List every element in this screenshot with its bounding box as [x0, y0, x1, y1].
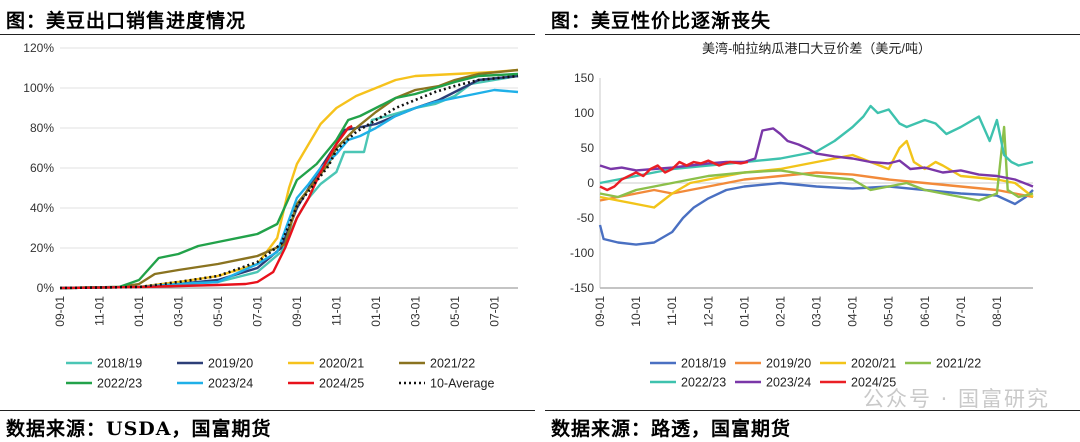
left-series-line-2024-25	[59, 124, 353, 290]
left-series-line-2023-24	[59, 88, 519, 290]
right-title-rule	[545, 34, 1080, 35]
right-x-tick-label: 07-01	[954, 296, 968, 327]
left-x-tick-label: 09-01	[53, 296, 67, 327]
right-y-tick-label: -50	[577, 211, 595, 225]
left-x-tick-label: 03-01	[408, 296, 422, 327]
right-legend-label: 2020/21	[851, 357, 896, 371]
right-y-tick-label: -100	[570, 246, 594, 260]
left-y-tick-label: 100%	[23, 81, 54, 95]
right-source-note: 数据来源：路透，国富期货	[551, 418, 792, 440]
left-legend-label: 2024/25	[319, 377, 364, 391]
right-legend-label: 2021/22	[936, 357, 981, 371]
left-y-tick-label: 120%	[23, 41, 54, 55]
left-legend-label: 2021/22	[430, 357, 475, 371]
left-legend-label: 2019/20	[208, 357, 253, 371]
right-y-tick-label: 150	[574, 71, 594, 85]
left-series-line-2018-19	[59, 74, 519, 290]
left-x-tick-label: 05-01	[448, 296, 462, 327]
left-series-line-2019-20	[59, 74, 519, 290]
right-x-tick-label: 09-01	[593, 296, 607, 327]
right-legend-label: 2023/24	[766, 376, 811, 390]
left-legend-label: 2022/23	[97, 377, 142, 391]
right-x-tick-label: 08-01	[990, 296, 1004, 327]
left-source-rule	[0, 410, 535, 411]
right-y-tick-label: 0	[587, 176, 594, 190]
left-series-line-10-Average	[59, 74, 519, 290]
left-x-tick-label: 07-01	[250, 296, 264, 327]
right-legend-label: 2022/23	[681, 376, 726, 390]
left-series-line-2021-22	[59, 68, 519, 290]
right-series-line-2024-25	[599, 159, 749, 192]
left-x-tick-label: 07-01	[487, 296, 501, 327]
right-y-tick-label: 50	[581, 141, 595, 155]
right-legend-label: 2018/19	[681, 357, 726, 371]
right-x-tick-label: 03-01	[810, 296, 824, 327]
left-legend-label: 2020/21	[319, 357, 364, 371]
left-x-tick-label: 11-01	[329, 296, 343, 326]
left-y-tick-label: 40%	[30, 201, 54, 215]
left-source-note: 数据来源：USDA，国富期货	[6, 418, 272, 440]
right-y-tick-label: -150	[570, 281, 594, 295]
right-series-line-2018-19	[598, 181, 1034, 246]
left-x-tick-label: 01-01	[369, 296, 383, 327]
right-panel-title: 图：美豆性价比逐渐丧失	[551, 10, 772, 32]
right-legend-label: 2019/20	[766, 357, 811, 371]
left-x-tick-label: 05-01	[211, 296, 225, 327]
right-x-tick-label: 06-01	[918, 296, 932, 327]
left-title-rule	[0, 34, 535, 35]
left-series-line-2022-23	[59, 72, 519, 290]
right-series-line-2022-23	[599, 104, 1034, 185]
left-x-tick-label: 01-01	[132, 296, 146, 327]
left-y-tick-label: 0%	[37, 281, 55, 295]
left-x-tick-label: 03-01	[171, 296, 185, 327]
right-legend-label: 2024/25	[851, 376, 896, 390]
left-legend-label: 2018/19	[97, 357, 142, 371]
right-source-rule	[545, 410, 1080, 411]
left-y-tick-label: 20%	[30, 241, 54, 255]
right-chart: 美湾-帕拉纳瓜港口大豆价差（美元/吨） -150 -100 -50 0 50 100 150 0…	[570, 41, 1034, 390]
right-x-tick-label: 02-01	[773, 296, 787, 327]
left-y-tick-label: 80%	[30, 121, 54, 135]
right-chart-title: 美湾-帕拉纳瓜港口大豆价差（美元/吨）	[702, 41, 931, 56]
right-series-line-2021-22	[599, 125, 1034, 202]
right-series-line-2020-21	[599, 139, 1034, 209]
left-panel: 图：美豆出口销售进度情况 0% 20% 40% 60% 80% 100% 120% 09-01…	[0, 0, 535, 442]
left-x-tick-label: 09-01	[290, 296, 304, 327]
left-x-tick-label: 11-01	[92, 296, 106, 326]
right-x-tick-label: 12-01	[701, 296, 715, 327]
left-legend-label: 2023/24	[208, 377, 253, 391]
left-panel-title: 图：美豆出口销售进度情况	[6, 10, 247, 32]
left-legend-label: 10-Average	[430, 377, 494, 391]
right-x-tick-label: 10-01	[629, 296, 643, 327]
right-panel: 图：美豆性价比逐渐丧失 美湾-帕拉纳瓜港口大豆价差（美元/吨） -150 -100 -…	[545, 0, 1080, 442]
left-series-line-2020-21	[59, 68, 519, 290]
right-x-tick-label: 11-01	[665, 296, 679, 326]
left-y-tick-label: 60%	[30, 161, 54, 175]
right-y-tick-label: 100	[574, 106, 594, 120]
right-x-tick-label: 04-01	[846, 296, 860, 327]
watermark: 公众号 · 国富研究	[862, 387, 1050, 411]
right-x-tick-label: 05-01	[882, 296, 896, 327]
left-chart: 0% 20% 40% 60% 80% 100% 120% 09-01 11-01 01-01 03-…	[23, 41, 519, 391]
right-x-tick-label: 01-01	[737, 296, 751, 327]
right-series-line-2019-20	[599, 171, 1034, 202]
